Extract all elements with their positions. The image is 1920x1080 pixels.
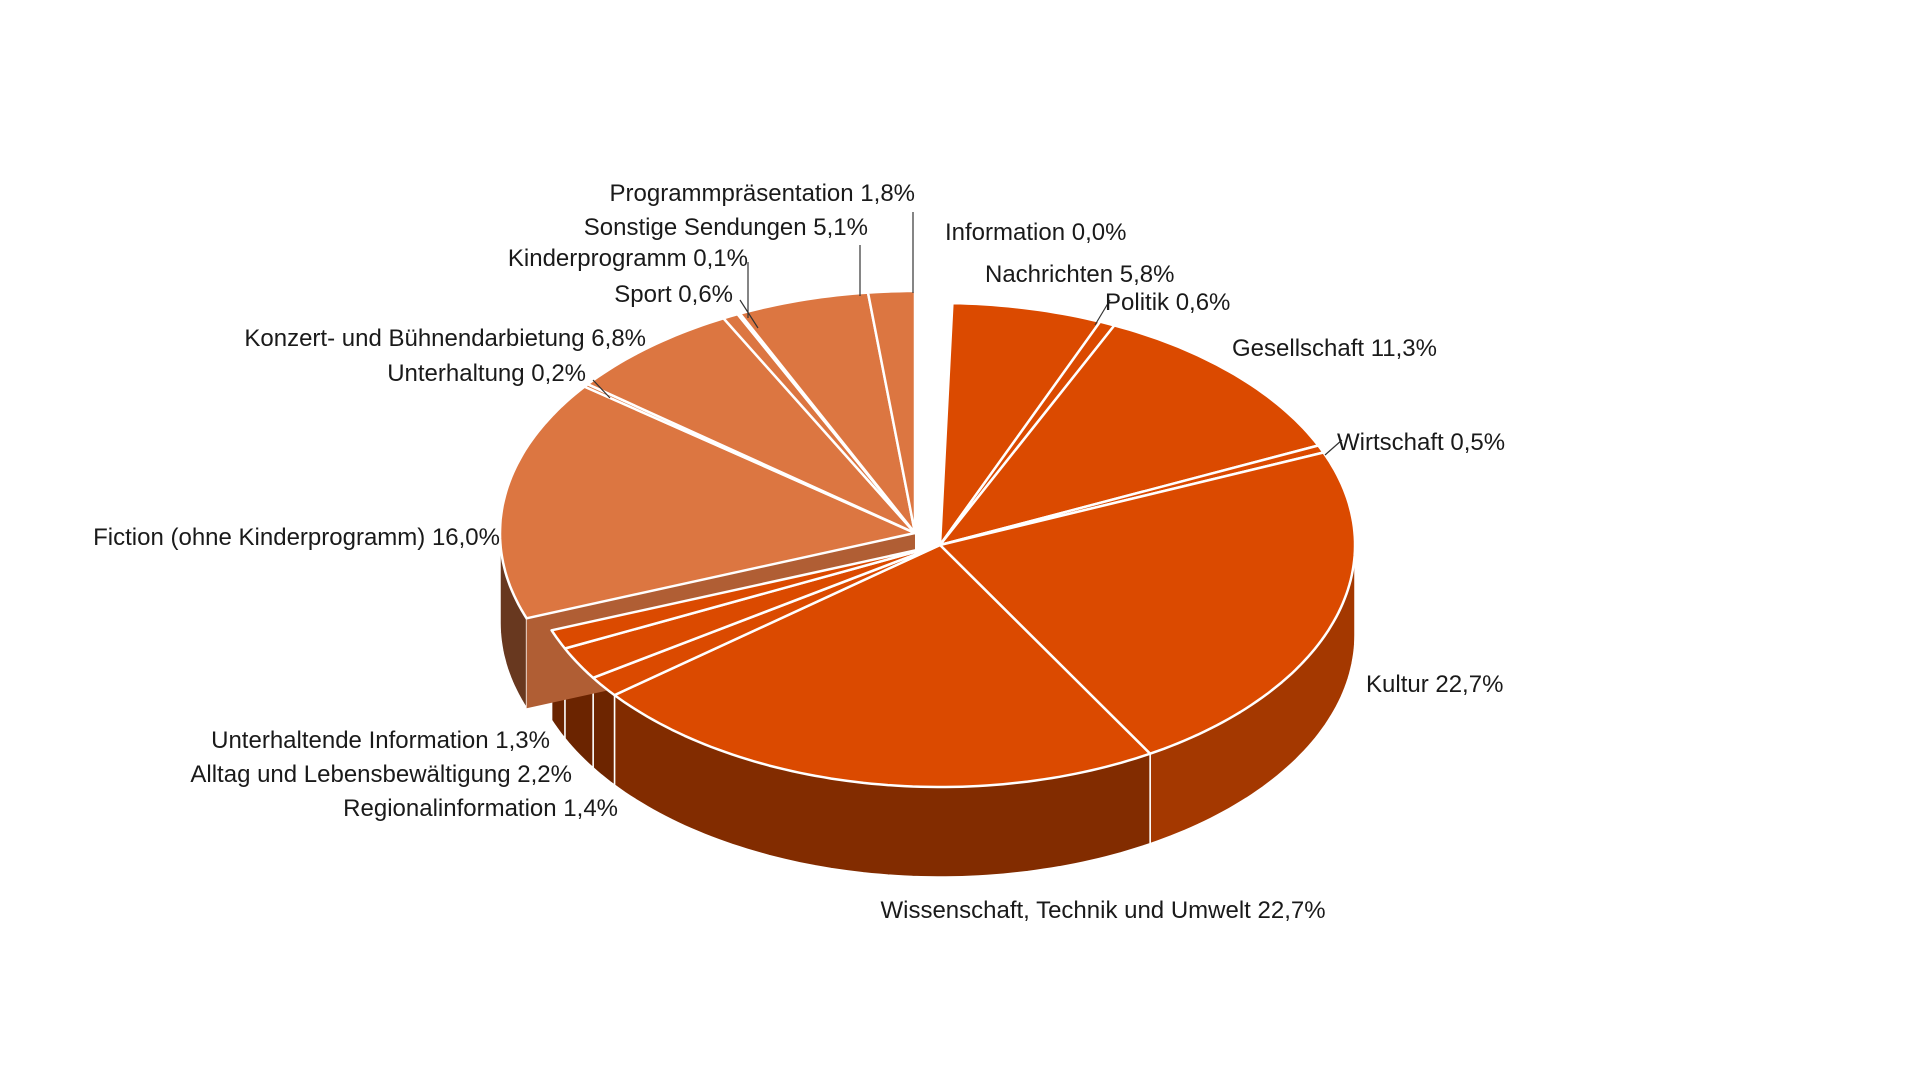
- slice-label: Politik 0,6%: [1105, 289, 1230, 316]
- pie-slice-3: [938, 324, 1320, 547]
- pie-slice-1: [938, 301, 1102, 547]
- slice-label: Sport 0,6%: [614, 281, 733, 308]
- slice-label: Wirtschaft 0,5%: [1337, 429, 1505, 456]
- pie-slice-6: [613, 543, 1152, 789]
- slice-label: Alltag und Lebensbewältigung 2,2%: [190, 761, 572, 788]
- slice-label: Unterhaltung 0,2%: [387, 360, 586, 387]
- slice-label: Nachrichten 5,8%: [985, 261, 1174, 288]
- slice-label: Unterhaltende Information 1,3%: [211, 727, 550, 754]
- pie-slice-5: [938, 451, 1357, 755]
- pie-slice-10: [498, 385, 917, 620]
- slice-labels: Information 0,0% Nachrichten 5,8%Politik …: [93, 180, 1505, 924]
- pie-slice-12: [586, 317, 917, 535]
- leader-line: [592, 379, 611, 399]
- label-leaders: [592, 212, 1343, 456]
- slice-label: Wissenschaft, Technik und Umwelt 22,7%: [880, 897, 1325, 924]
- leader-line: [1324, 439, 1343, 456]
- slice-label: Kinderprogramm 0,1%: [508, 245, 748, 272]
- leader-line: [1094, 299, 1111, 326]
- slice-label: Programmpräsentation 1,8%: [610, 180, 915, 207]
- pie-slice-16: [866, 289, 917, 535]
- pie-tops: [498, 289, 1357, 789]
- slice-label: Gesellschaft 11,3%: [1232, 335, 1437, 362]
- pie-slice-15: [738, 291, 917, 535]
- slice-label: Information 0,0%: [945, 219, 1126, 246]
- slice-label: Fiction (ohne Kinderprogramm) 16,0%: [93, 524, 500, 551]
- slice-label: Regionalinformation 1,4%: [343, 795, 618, 822]
- leader-line: [739, 299, 759, 329]
- slice-label: Konzert- und Bühnendarbietung 6,8%: [244, 325, 646, 352]
- pie-slice-9: [550, 543, 942, 650]
- slice-label: Sonstige Sendungen 5,1%: [584, 214, 868, 241]
- slice-label: Kultur 22,7%: [1366, 671, 1503, 698]
- pie-slice-8: [563, 543, 942, 680]
